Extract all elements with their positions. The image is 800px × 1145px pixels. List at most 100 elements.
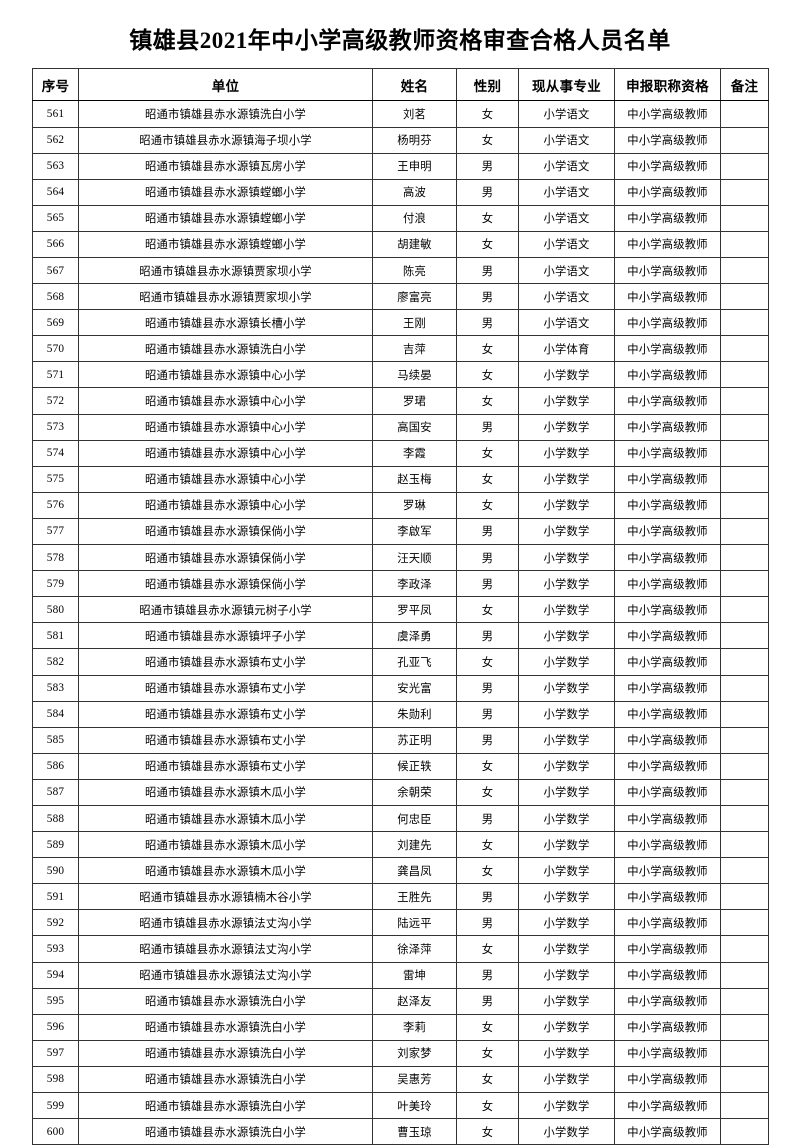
cell-index: 578 (32, 544, 79, 572)
cell-index: 566 (32, 230, 79, 259)
cell-gender: 男 (456, 909, 519, 937)
cell-name: 汪天顺 (372, 544, 457, 572)
cell-major: 小学数学 (518, 961, 615, 989)
cell-name: 刘建先 (372, 831, 457, 859)
cell-major: 小学数学 (518, 935, 615, 963)
cell-remark (720, 700, 769, 728)
cell-remark (720, 230, 769, 259)
cell-title: 中小学高级教师 (614, 491, 721, 519)
table-row: 563 昭通市镇雄县赤水源镇瓦房小学 王申明男小学语文 中小学高级教师 (32, 152, 769, 180)
cell-title: 中小学高级教师 (614, 1013, 721, 1041)
table-row: 562 昭通市镇雄县赤水源镇海子坝小学 杨明芬女小学语文 中小学高级教师 (32, 126, 769, 154)
cell-remark (720, 804, 769, 833)
cell-unit: 昭通市镇雄县赤水源镇楠木谷小学 (78, 883, 373, 911)
cell-name: 罗琳 (372, 491, 457, 519)
cell-remark (720, 387, 769, 415)
table-row: 585 昭通市镇雄县赤水源镇布丈小学 苏正明男小学数学 中小学高级教师 (32, 726, 769, 754)
cell-major: 小学数学 (518, 987, 615, 1015)
cell-name: 马续晏 (372, 361, 457, 389)
cell-name: 刘家梦 (372, 1039, 457, 1067)
cell-title: 中小学高级教师 (614, 413, 721, 441)
cell-major: 小学语文 (518, 152, 615, 180)
cell-gender: 女 (456, 648, 519, 676)
cell-unit: 昭通市镇雄县赤水源镇贾家坝小学 (78, 256, 373, 285)
cell-remark (720, 178, 769, 206)
cell-major: 小学数学 (518, 752, 615, 780)
cell-index: 562 (32, 126, 79, 154)
cell-gender: 女 (456, 387, 519, 415)
cell-unit: 昭通市镇雄县赤水源镇洗白小学 (78, 1039, 373, 1067)
cell-index: 595 (32, 987, 79, 1015)
cell-title: 中小学高级教师 (614, 831, 721, 859)
cell-remark (720, 335, 769, 363)
table-row: 570 昭通市镇雄县赤水源镇洗白小学 吉萍女小学体育 中小学高级教师 (32, 335, 769, 363)
table-body: 561 昭通市镇雄县赤水源镇洗白小学 刘茗女小学语文 中小学高级教师 562 昭通市镇雄县… (32, 100, 769, 1145)
table-row: 586 昭通市镇雄县赤水源镇布丈小学 候正轶女小学数学 中小学高级教师 (32, 752, 769, 780)
cell-title: 中小学高级教师 (614, 961, 721, 989)
cell-index: 582 (32, 648, 79, 676)
cell-gender: 男 (456, 544, 519, 572)
cell-title: 中小学高级教师 (614, 387, 721, 415)
cell-index: 571 (32, 361, 79, 389)
cell-gender: 女 (456, 335, 519, 363)
cell-gender: 女 (456, 778, 519, 806)
cell-major: 小学语文 (518, 283, 615, 311)
cell-unit: 昭通市镇雄县赤水源镇中心小学 (78, 361, 373, 389)
cell-name: 付浪 (372, 204, 457, 232)
cell-gender: 女 (456, 204, 519, 232)
table-row: 592 昭通市镇雄县赤水源镇法丈沟小学 陆远平男小学数学 中小学高级教师 (32, 909, 769, 937)
cell-name: 李霞 (372, 439, 457, 467)
cell-major: 小学语文 (518, 100, 615, 128)
cell-gender: 男 (456, 622, 519, 650)
cell-major: 小学数学 (518, 778, 615, 806)
roster-table-container: 序号 单位 姓名 性别 现从事专业 申报职称资格 备注 561 昭通市镇雄县赤水源… (32, 68, 769, 1145)
cell-remark (720, 778, 769, 806)
cell-remark (720, 622, 769, 650)
table-row: 582 昭通市镇雄县赤水源镇布丈小学 孔亚飞女小学数学 中小学高级教师 (32, 648, 769, 676)
cell-name: 吉萍 (372, 335, 457, 363)
cell-remark (720, 309, 769, 337)
cell-title: 中小学高级教师 (614, 152, 721, 180)
cell-unit: 昭通市镇雄县赤水源镇瓦房小学 (78, 152, 373, 180)
cell-gender: 女 (456, 857, 519, 885)
cell-major: 小学数学 (518, 517, 615, 546)
cell-title: 中小学高级教师 (614, 309, 721, 337)
cell-major: 小学数学 (518, 361, 615, 389)
cell-name: 高波 (372, 178, 457, 206)
cell-title: 中小学高级教师 (614, 857, 721, 885)
cell-name: 苏正明 (372, 726, 457, 754)
cell-index: 563 (32, 152, 79, 180)
cell-name: 陈亮 (372, 256, 457, 285)
cell-gender: 男 (456, 309, 519, 337)
cell-unit: 昭通市镇雄县赤水源镇中心小学 (78, 439, 373, 467)
cell-index: 574 (32, 439, 79, 467)
cell-index: 581 (32, 622, 79, 650)
cell-name: 孔亚飞 (372, 648, 457, 676)
table-row: 576 昭通市镇雄县赤水源镇中心小学 罗琳女小学数学 中小学高级教师 (32, 491, 769, 519)
table-row: 573 昭通市镇雄县赤水源镇中心小学 高国安男小学数学 中小学高级教师 (32, 413, 769, 441)
cell-title: 中小学高级教师 (614, 517, 721, 546)
cell-gender: 女 (456, 1013, 519, 1041)
cell-remark (720, 674, 769, 702)
cell-gender: 男 (456, 674, 519, 702)
table-row: 566 昭通市镇雄县赤水源镇螳螂小学 胡建敏女小学语文 中小学高级教师 (32, 230, 769, 259)
cell-index: 583 (32, 674, 79, 702)
table-row: 584 昭通市镇雄县赤水源镇布丈小学 朱勋利男小学数学 中小学高级教师 (32, 700, 769, 728)
cell-major: 小学数学 (518, 1065, 615, 1094)
table-row: 567 昭通市镇雄县赤水源镇贾家坝小学 陈亮男小学语文 中小学高级教师 (32, 256, 769, 285)
cell-unit: 昭通市镇雄县赤水源镇螳螂小学 (78, 230, 373, 259)
cell-title: 中小学高级教师 (614, 674, 721, 702)
cell-name: 高国安 (372, 413, 457, 441)
column-header-gender: 性别 (456, 68, 519, 102)
cell-index: 590 (32, 857, 79, 885)
cell-major: 小学数学 (518, 1013, 615, 1041)
cell-name: 王申明 (372, 152, 457, 180)
cell-title: 中小学高级教师 (614, 804, 721, 833)
cell-title: 中小学高级教师 (614, 648, 721, 676)
table-row: 565 昭通市镇雄县赤水源镇螳螂小学 付浪女小学语文 中小学高级教师 (32, 204, 769, 232)
cell-name: 王刚 (372, 309, 457, 337)
cell-major: 小学数学 (518, 387, 615, 415)
cell-gender: 男 (456, 152, 519, 180)
cell-gender: 女 (456, 831, 519, 859)
